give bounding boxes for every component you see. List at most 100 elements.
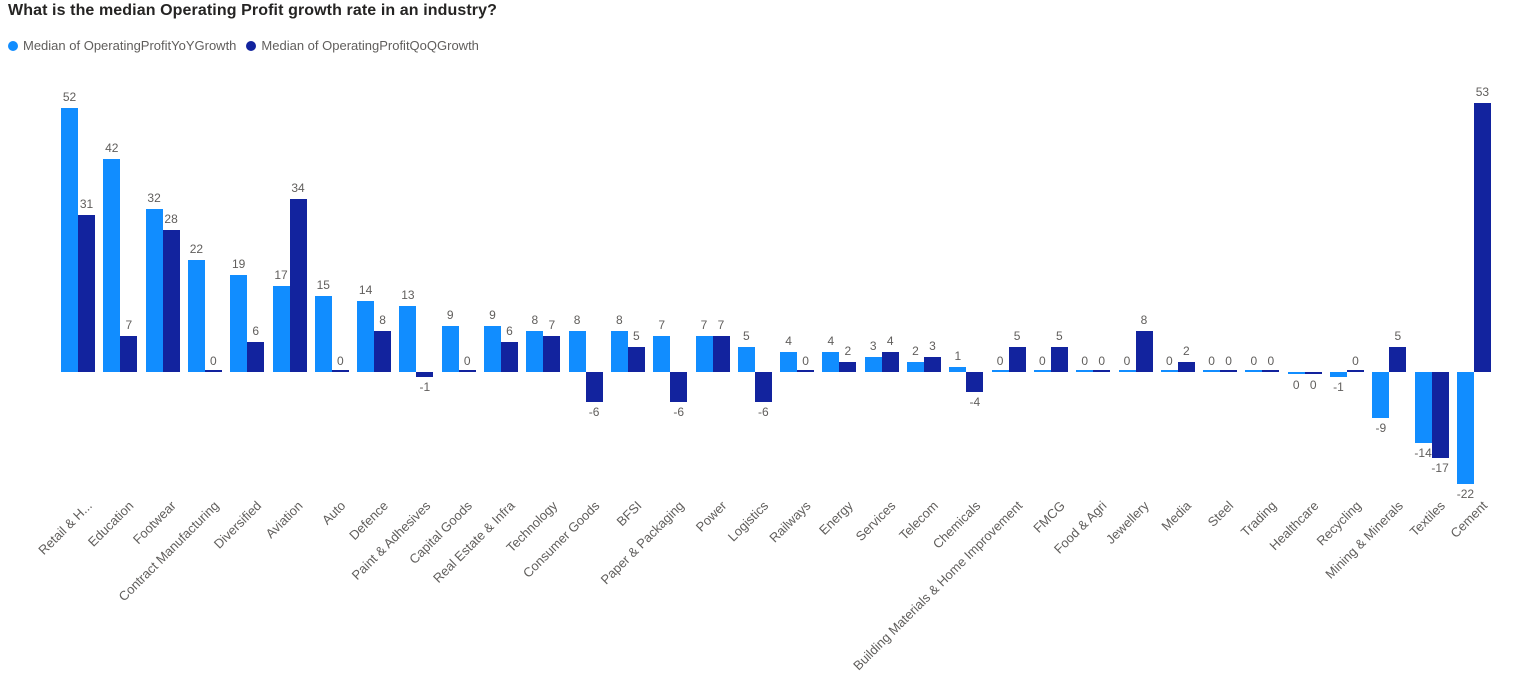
bar-qoq[interactable] (120, 336, 138, 372)
bar-qoq[interactable] (881, 352, 899, 372)
bar-yoy[interactable] (1033, 370, 1051, 372)
bar-yoy[interactable] (1203, 370, 1221, 372)
bar-qoq[interactable] (1093, 370, 1111, 372)
bar-qoq[interactable] (1262, 370, 1280, 372)
bar-qoq[interactable] (331, 370, 349, 372)
value-label: 2 (912, 344, 919, 358)
value-label: 0 (1208, 354, 1215, 368)
value-label: 8 (531, 313, 539, 327)
bar-qoq[interactable] (966, 372, 984, 392)
value-label: 5 (1056, 329, 1063, 343)
bar-qoq[interactable] (1473, 103, 1491, 372)
bar-qoq[interactable] (1177, 362, 1195, 372)
bar-qoq[interactable] (1220, 370, 1238, 372)
bar-qoq[interactable] (1304, 372, 1322, 374)
bar-yoy[interactable] (1330, 372, 1347, 377)
bar-qoq[interactable] (247, 342, 265, 372)
bar-yoy[interactable] (399, 306, 417, 372)
bar-yoy[interactable] (737, 347, 755, 372)
bar-yoy[interactable] (1414, 372, 1432, 443)
bar-yoy[interactable] (653, 336, 671, 372)
x-axis-label: Auto (318, 498, 349, 528)
bar-qoq[interactable] (416, 372, 434, 377)
bar-yoy[interactable] (1287, 372, 1305, 374)
bar-yoy[interactable] (1076, 370, 1094, 372)
bar-qoq[interactable] (1135, 331, 1153, 372)
bar-qoq[interactable] (754, 372, 772, 402)
x-axis-label: Textiles (1406, 498, 1449, 540)
value-label: 5 (1013, 329, 1021, 343)
bar-yoy[interactable] (314, 296, 332, 372)
bar-yoy[interactable] (1118, 370, 1136, 372)
bar-qoq[interactable] (670, 372, 688, 402)
bar-yoy[interactable] (145, 209, 163, 372)
bar-yoy[interactable] (907, 362, 924, 372)
value-label: 8 (1140, 313, 1148, 327)
bar-qoq[interactable] (712, 336, 730, 372)
bar-yoy[interactable] (272, 286, 290, 372)
x-axis-label: Cement (1447, 498, 1491, 541)
x-axis-label: Trading (1237, 498, 1279, 540)
value-label: 8 (616, 313, 623, 327)
bar-qoq[interactable] (1347, 370, 1364, 372)
legend-label-yoy: Median of OperatingProfitYoYGrowth (23, 38, 237, 53)
bar-yoy[interactable] (991, 370, 1009, 372)
x-axis-label: Education (85, 498, 137, 550)
bar-yoy[interactable] (103, 159, 121, 372)
bar-yoy[interactable] (568, 331, 586, 372)
bar-yoy[interactable] (230, 275, 248, 372)
value-label: 0 (1292, 378, 1300, 392)
bar-yoy[interactable] (1372, 372, 1390, 418)
value-label: 4 (785, 334, 792, 348)
value-label: 0 (1250, 354, 1258, 368)
legend-item-qoq[interactable]: Median of OperatingProfitQoQGrowth (246, 38, 479, 53)
bar-qoq[interactable] (1389, 347, 1407, 372)
bar-qoq[interactable] (585, 372, 603, 402)
x-axis-label: Railways (766, 498, 814, 546)
bar-yoy[interactable] (526, 331, 544, 372)
bar-yoy[interactable] (864, 357, 882, 372)
bar-yoy[interactable] (695, 336, 713, 372)
value-label: 4 (886, 334, 894, 348)
bar-qoq[interactable] (627, 347, 645, 372)
x-axis-label: Mining & Minerals (1322, 498, 1406, 582)
value-label: -1 (419, 380, 431, 394)
bar-qoq[interactable] (924, 357, 941, 372)
bar-qoq[interactable] (501, 342, 518, 372)
bar-qoq[interactable] (374, 331, 392, 372)
bar-yoy[interactable] (441, 326, 459, 372)
value-label: -17 (1431, 461, 1449, 475)
value-label: 0 (1098, 354, 1106, 368)
value-label: 32 (147, 191, 161, 205)
value-label: 9 (489, 308, 496, 322)
bar-qoq[interactable] (543, 336, 561, 372)
bar-qoq[interactable] (458, 370, 476, 372)
bar-yoy[interactable] (61, 108, 78, 372)
bar-yoy[interactable] (949, 367, 967, 372)
value-label: -6 (673, 405, 685, 419)
bar-qoq[interactable] (1431, 372, 1449, 458)
bar-qoq[interactable] (839, 362, 857, 372)
bar-qoq[interactable] (78, 215, 95, 372)
bar-yoy[interactable] (780, 352, 798, 372)
bar-qoq[interactable] (204, 370, 222, 372)
x-axis-label: BFSI (613, 498, 645, 530)
bar-yoy[interactable] (822, 352, 840, 372)
value-label: -6 (588, 405, 600, 419)
x-axis-label: Power (692, 498, 730, 535)
legend-item-yoy[interactable]: Median of OperatingProfitYoYGrowth (8, 38, 236, 53)
bar-yoy[interactable] (1160, 370, 1178, 372)
bar-qoq[interactable] (162, 230, 180, 372)
bar-qoq[interactable] (1050, 347, 1068, 372)
bar-yoy[interactable] (610, 331, 628, 372)
value-label: 7 (700, 318, 708, 332)
bar-yoy[interactable] (187, 260, 205, 372)
bar-yoy[interactable] (484, 326, 501, 372)
bar-yoy[interactable] (357, 301, 375, 372)
bar-yoy[interactable] (1245, 370, 1263, 372)
bar-qoq[interactable] (797, 370, 815, 372)
bar-yoy[interactable] (1456, 372, 1474, 484)
bar-qoq[interactable] (289, 199, 307, 372)
value-label: -4 (969, 395, 981, 409)
bar-qoq[interactable] (1008, 347, 1026, 372)
